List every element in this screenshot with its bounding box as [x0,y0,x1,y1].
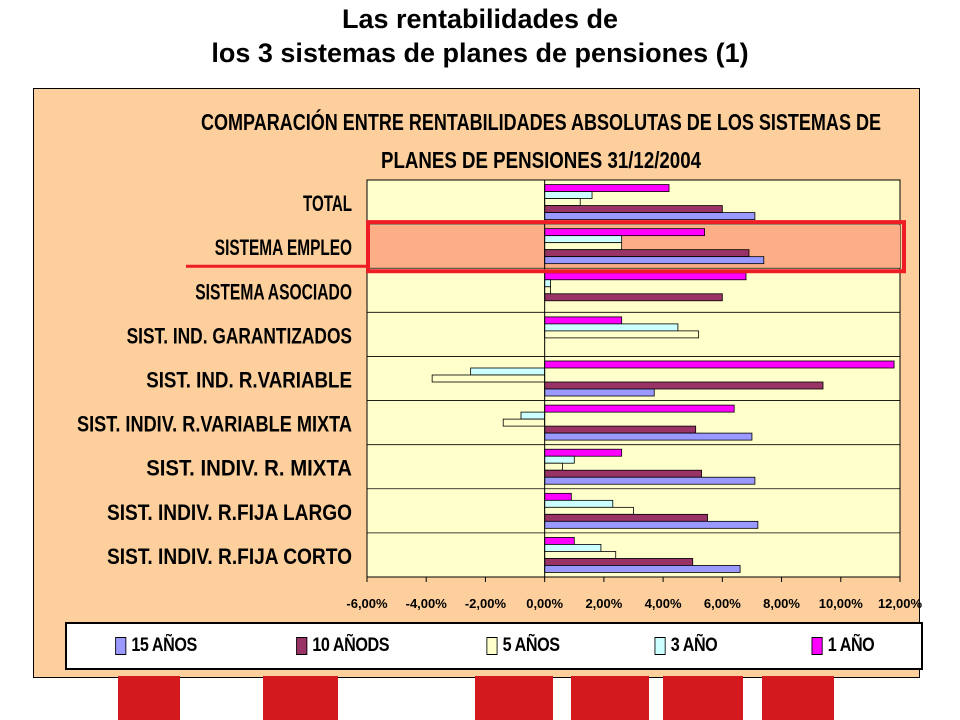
x-tick-label: -4,00% [406,596,448,611]
category-label: SIST. INDIV. R.FIJA CORTO [107,544,352,569]
category-label: SIST. IND. GARANTIZADOS [127,323,352,348]
legend-swatch [811,637,823,655]
bar [544,228,705,237]
x-tick-label: 10,00% [819,596,864,611]
legend-item: 10 AÑODS [295,635,389,657]
legend-label: 5 AÑOS [502,635,560,656]
category-label: SIST. INDIV. R. MIXTA [146,456,352,481]
slide-title-line-1: Las rentabilidades de [341,4,619,34]
bar [544,286,551,295]
legend-item: 5 AÑOS [486,635,560,657]
category-label: SISTEMA EMPLEO [215,235,352,260]
bar [544,212,756,220]
legend-item: 1 AÑO [811,635,874,657]
bar [544,558,694,566]
x-tick-label: 4,00% [645,596,682,611]
x-tick-label: 0,00% [526,596,563,611]
bar [544,330,700,339]
bar [544,381,824,390]
bar [544,520,759,529]
x-tick-label: 12,00% [878,596,923,611]
legend-label: 3 AÑO [670,635,718,656]
bar [544,448,623,457]
x-tick-label: -6,00% [346,596,388,611]
bar [520,411,546,420]
bar [544,425,697,434]
bar [544,455,575,464]
category-label: SIST. INDIV. R.FIJA LARGO [107,500,352,525]
footer-decoration-block [571,676,649,720]
bar [544,323,679,332]
bar [544,279,551,288]
bar [431,374,546,383]
legend-swatch [115,637,127,655]
bar [544,506,634,515]
footer-decoration-block [118,676,180,720]
bar [544,476,756,485]
legend-swatch [486,637,498,655]
x-tick-label: 2,00% [585,596,622,611]
bar [544,513,708,522]
x-tick-label: -2,00% [465,596,507,611]
chart-title-line: COMPARACIÓN ENTRE RENTABILIDADES ABSOLUT… [201,108,881,135]
slide-title: Las rentabilidades de los 3 sistemas de … [0,2,960,70]
legend-swatch [295,637,307,655]
x-tick-label: 8,00% [763,596,800,611]
chart-title-line: PLANES DE PENSIONES 31/12/2004 [381,147,701,173]
footer-decoration-block [263,676,338,720]
bar [544,360,895,369]
bar [544,316,623,325]
bar [544,404,735,413]
bar [544,565,741,573]
bar [470,367,546,376]
bar [544,499,614,508]
bar [544,469,703,478]
category-label: SISTEMA ASOCIADO [195,279,352,304]
bar [544,242,623,251]
legend-item: 3 AÑO [654,635,718,657]
x-tick-label: 6,00% [704,596,741,611]
bar [544,537,575,545]
bar [544,184,670,192]
category-label: SIST. INDIV. R.VARIABLE MIXTA [77,412,352,437]
bar [544,293,723,302]
bar [544,272,747,281]
bar [544,462,563,471]
bar [544,249,750,258]
bar [544,432,753,441]
bar [544,551,617,559]
bar [544,544,602,552]
footer-decoration-block [762,676,834,720]
footer-decoration-block [663,676,743,720]
bar [544,191,593,199]
legend-label: 15 AÑOS [131,635,198,656]
legend-label: 1 AÑO [827,635,874,656]
footer-decoration-block [475,676,553,720]
bar [544,388,655,397]
bar [502,418,546,427]
bar [544,205,723,213]
slide-title-line-2: los 3 sistemas de planes de pensiones (1… [211,38,749,68]
bar [544,198,581,206]
legend-item: 15 AÑOS [115,635,198,657]
legend-swatch [654,637,666,655]
chart-legend: 15 AÑOS 10 AÑODS 5 AÑOS 3 AÑO 1 AÑO [65,622,923,670]
bar [544,235,623,244]
category-label: SIST. IND. R.VARIABLE [146,368,352,393]
highlight-frame [366,220,906,274]
legend-label: 10 AÑODS [311,635,389,656]
category-label: TOTAL [303,191,352,216]
bar [544,256,765,265]
bar [544,492,572,501]
